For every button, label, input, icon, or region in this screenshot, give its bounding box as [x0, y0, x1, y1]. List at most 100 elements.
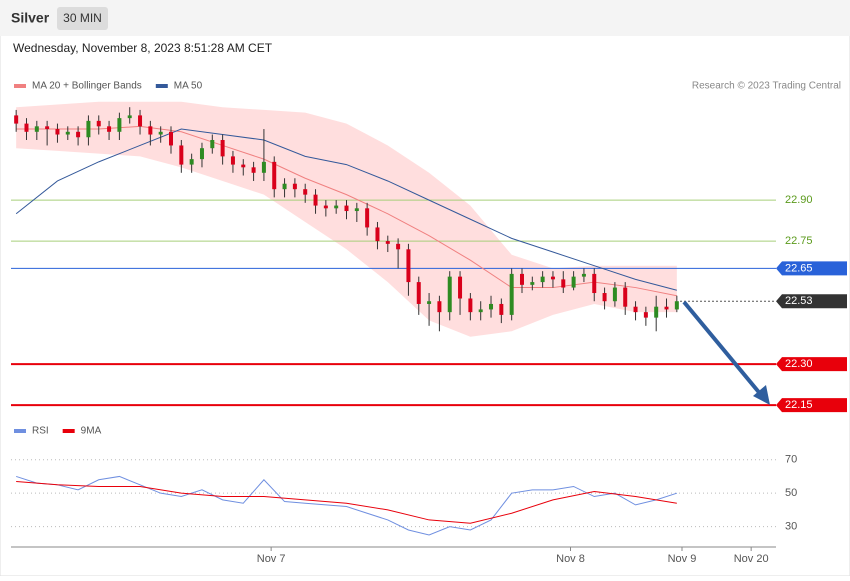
level-label: 22.75 [785, 235, 813, 247]
candle-body [251, 167, 256, 173]
y-tick-label: 50 [785, 487, 797, 499]
ma-line [15, 128, 677, 291]
level-label-bg [776, 261, 847, 276]
candle-body [581, 273, 586, 277]
candle-body [199, 148, 204, 160]
candle-body [127, 115, 132, 119]
candle-body [385, 241, 390, 244]
candle-body [447, 276, 452, 313]
legend-label: RSI [32, 426, 49, 437]
candle-body [179, 145, 184, 165]
candle-body [664, 306, 669, 310]
level-label: 22.53 [785, 295, 813, 307]
candle-body [437, 301, 442, 313]
level-label-bg [776, 357, 847, 372]
candle-body [96, 120, 101, 127]
candle-body [107, 126, 112, 132]
legend-label: MA 50 [174, 81, 203, 92]
candle-body [210, 139, 215, 149]
forecast-arrow [682, 300, 764, 398]
candle-body [220, 139, 225, 157]
candle-body [592, 273, 597, 294]
candle-body [24, 123, 29, 132]
x-tick-label: Nov 9 [668, 553, 697, 565]
x-tick-label: Nov 7 [257, 553, 286, 565]
candle-body [406, 249, 411, 283]
legend-swatch [14, 429, 26, 433]
legend-swatch [62, 429, 75, 433]
candle-body [230, 156, 235, 165]
legend-label: MA 20 + Bollinger Bands [32, 81, 142, 92]
candle-body [519, 273, 524, 285]
symbol: Silver [11, 10, 50, 26]
candle-body [14, 115, 19, 124]
candle-body [530, 282, 535, 285]
candle-body [365, 208, 370, 228]
timeframe[interactable]: 30 MIN [63, 11, 102, 25]
candle-body [292, 183, 297, 190]
candle-body [55, 129, 60, 135]
y-tick-label: 70 [785, 454, 797, 466]
candle-body [45, 126, 50, 130]
candle-body [138, 115, 143, 127]
credit: Research © 2023 Trading Central [692, 81, 841, 92]
candle-body [654, 306, 659, 318]
candle-body [602, 293, 607, 302]
candle-body [623, 287, 628, 307]
candle-body [323, 205, 328, 209]
x-tick-label: Nov 8 [556, 553, 585, 565]
rsi-line [16, 480, 677, 524]
candle-body [468, 298, 473, 313]
legend-label: 9MA [81, 426, 102, 437]
y-tick-label: 30 [785, 521, 797, 533]
legend-swatch [155, 84, 168, 88]
candle-body [643, 312, 648, 318]
plot-layer: 22.90 22.75 22.65 22.53 22.30 22.15 MA 20 + Bo… [11, 81, 847, 565]
forecast-arrow-head [753, 385, 770, 405]
candle-body [313, 194, 318, 206]
candle-body [334, 205, 339, 209]
candle-body [169, 131, 174, 146]
candle-body [354, 208, 359, 212]
rsi-line [16, 475, 677, 536]
candle-body [282, 183, 287, 190]
ma-line [16, 125, 677, 297]
candle-body [396, 243, 401, 250]
candle-body [478, 309, 483, 313]
level-label: 22.30 [785, 358, 813, 370]
candle-body [261, 161, 266, 173]
candle-body [674, 301, 679, 310]
candle-body [499, 303, 504, 315]
candle-body [561, 279, 566, 288]
level-label-bg [776, 398, 847, 413]
candle-body [189, 159, 194, 165]
candle-body [612, 287, 617, 302]
candle-body [427, 301, 432, 304]
candle-body [303, 189, 308, 195]
candle-body [34, 126, 39, 132]
candle-body [65, 131, 70, 135]
datetime: Wednesday, November 8, 2023 8:51:28 AM C… [13, 41, 273, 55]
candle-body [272, 161, 277, 190]
candle-body [633, 306, 638, 313]
candle-body [550, 276, 555, 280]
candle-body [458, 276, 463, 299]
candle-body [344, 205, 349, 212]
candle-body [489, 303, 494, 310]
candle-body [571, 276, 576, 288]
level-label: 22.90 [785, 194, 813, 206]
level-label: 22.15 [785, 399, 813, 411]
candle-body [509, 273, 514, 315]
candle-body [416, 282, 421, 304]
timeframe-badge[interactable] [57, 7, 108, 30]
level-label: 22.65 [785, 262, 813, 274]
candle-body [158, 131, 163, 135]
candle-body [375, 227, 380, 242]
candle-body [540, 276, 545, 283]
candle-body [76, 131, 81, 138]
candle-body [117, 118, 122, 132]
candle-body [241, 164, 246, 168]
legend-swatch [14, 84, 26, 88]
